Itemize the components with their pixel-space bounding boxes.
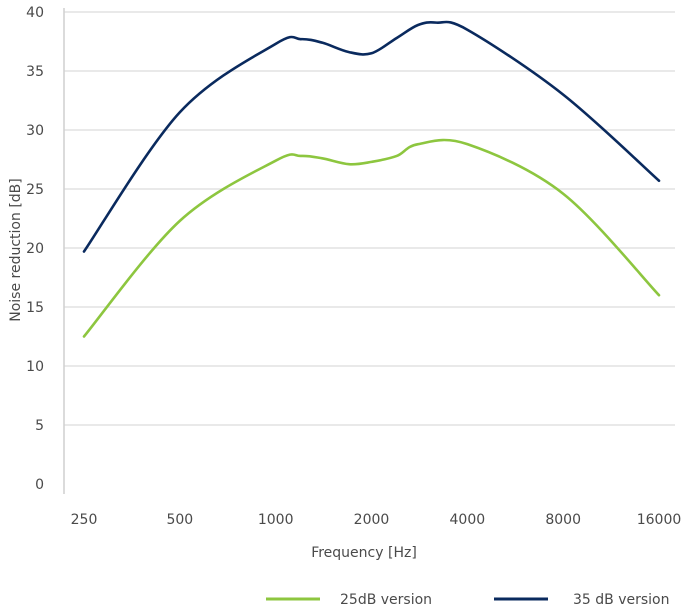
y-tick-label: 15 <box>26 300 44 316</box>
x-tick-label: 500 <box>166 512 193 528</box>
series-layer <box>82 20 661 338</box>
y-tick-label: 5 <box>35 418 44 434</box>
y-tick-label: 0 <box>35 477 44 493</box>
x-tick-label: 250 <box>71 512 98 528</box>
y-tick-label: 10 <box>26 359 44 375</box>
x-tick-label: 8000 <box>545 512 581 528</box>
x-tick-label: 4000 <box>450 512 486 528</box>
grid-layer <box>63 8 675 494</box>
y-tick-label: 30 <box>26 123 44 139</box>
legend: 25dB version 35 dB version <box>266 592 669 608</box>
y-axis-title: Noise reduction [dB] <box>8 178 24 322</box>
series-line-0 <box>82 138 661 338</box>
x-tick-label: 16000 <box>637 512 682 528</box>
x-axis-title: Frequency [Hz] <box>311 545 417 561</box>
legend-label-25db: 25dB version <box>340 592 432 608</box>
x-tick-labels: 250 500 1000 2000 4000 8000 16000 <box>71 512 682 528</box>
legend-label-35db: 35 dB version <box>573 592 669 608</box>
y-tick-label: 40 <box>26 5 44 21</box>
x-tick-label: 2000 <box>354 512 390 528</box>
y-tick-label: 20 <box>26 241 44 257</box>
x-tick-label: 1000 <box>258 512 294 528</box>
y-tick-labels: 0 5 10 15 20 25 30 35 40 <box>26 5 44 493</box>
series-line-1 <box>82 20 661 253</box>
y-tick-label: 25 <box>26 182 44 198</box>
y-tick-label: 35 <box>26 64 44 80</box>
